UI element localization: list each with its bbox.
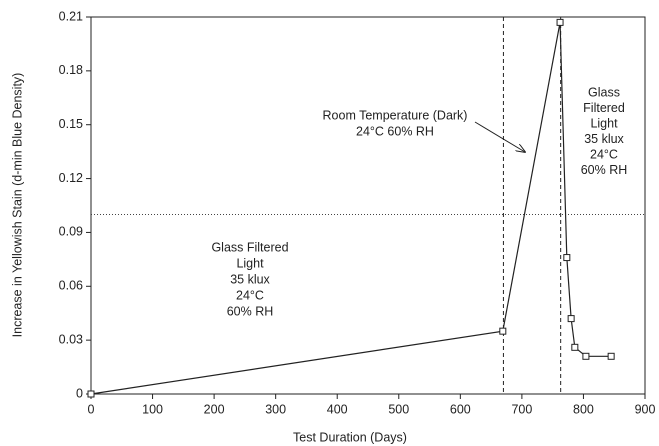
x-tick-label: 100 bbox=[142, 402, 163, 416]
y-tick-label: 0.15 bbox=[59, 117, 83, 131]
data-point bbox=[87, 390, 95, 398]
annotation: 35 klux bbox=[584, 132, 624, 146]
y-tick-label: 0.18 bbox=[59, 63, 83, 77]
annotation: 35 klux bbox=[230, 272, 270, 286]
annotation: 24°C bbox=[236, 288, 264, 302]
annotation: 24°C bbox=[590, 147, 618, 161]
y-tick-label: 0 bbox=[76, 386, 83, 400]
annotation: 60% RH bbox=[227, 304, 274, 318]
y-tick-label: 0.06 bbox=[59, 279, 83, 293]
y-axis-title: Increase in Yellowish Stain (d-min Blue … bbox=[10, 73, 24, 338]
data-point bbox=[499, 327, 507, 335]
x-tick-label: 200 bbox=[204, 402, 225, 416]
annotation: 24°C 60% RH bbox=[356, 124, 434, 138]
x-axis-title: Test Duration (Days) bbox=[293, 430, 407, 444]
y-tick-label: 0.12 bbox=[59, 171, 83, 185]
annotation: Light bbox=[236, 256, 264, 270]
annotation-arrow bbox=[474, 121, 525, 152]
annotation: Room Temperature (Dark) bbox=[323, 108, 468, 122]
x-tick-label: 500 bbox=[388, 402, 409, 416]
data-point bbox=[571, 343, 579, 351]
x-tick-label: 800 bbox=[573, 402, 594, 416]
data-point bbox=[556, 18, 564, 26]
data-point bbox=[567, 315, 575, 323]
plot-frame bbox=[90, 16, 646, 395]
x-tick-label: 900 bbox=[635, 402, 656, 416]
data-point bbox=[582, 352, 590, 360]
x-tick-label: 700 bbox=[511, 402, 532, 416]
x-tick-label: 0 bbox=[88, 402, 95, 416]
x-tick-label: 400 bbox=[327, 402, 348, 416]
annotation: Light bbox=[590, 116, 618, 130]
x-tick-label: 300 bbox=[265, 402, 286, 416]
annotation: Filtered bbox=[583, 101, 625, 115]
annotation: 60% RH bbox=[581, 163, 628, 177]
data-point bbox=[563, 254, 571, 262]
y-tick-label: 0.09 bbox=[59, 225, 83, 239]
y-tick-label: 0.21 bbox=[59, 9, 83, 23]
annotation: Glass bbox=[588, 85, 620, 99]
y-tick-label: 0.03 bbox=[59, 332, 83, 346]
series-line bbox=[90, 22, 612, 395]
annotation: Glass Filtered bbox=[211, 240, 288, 254]
data-point bbox=[607, 352, 615, 360]
x-tick-label: 600 bbox=[450, 402, 471, 416]
